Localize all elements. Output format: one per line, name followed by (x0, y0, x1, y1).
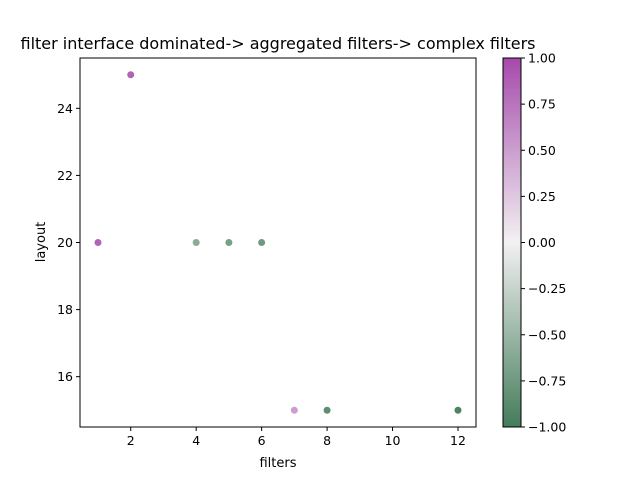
data-point (258, 239, 266, 246)
data-point (454, 406, 462, 414)
colorbar-tick-label: −0.50 (528, 327, 566, 342)
x-tick-label: 8 (323, 433, 331, 448)
x-tick-label: 6 (258, 433, 266, 448)
x-tick-label: 12 (450, 433, 466, 448)
data-point (192, 239, 200, 246)
data-point (127, 71, 135, 79)
y-tick-label: 16 (57, 369, 73, 384)
colorbar: 1.00 0.75 0.50 0.25 0.00 −0.25 −0.50 −0.75 −1.00 (502, 51, 566, 435)
colorbar-tick-label: 0.25 (528, 189, 556, 204)
colorbar-gradient (502, 57, 522, 428)
colorbar-tick-label: −0.75 (528, 373, 566, 388)
chart-title: filter interface dominated-> aggregated … (21, 34, 536, 53)
colorbar-tick-label: 0.50 (528, 143, 556, 158)
y-tick-label: 24 (57, 101, 73, 116)
y-axis-label: layout (34, 222, 49, 263)
y-tick-label: 20 (57, 235, 73, 250)
colorbar-tick-label: 1.00 (528, 51, 556, 66)
data-point (290, 406, 298, 414)
colorbar-tick-label: −1.00 (528, 420, 566, 435)
colorbar-tick-label: 0.75 (528, 97, 556, 112)
plot-frame (79, 57, 477, 428)
data-point (94, 239, 102, 246)
x-axis-label: filters (259, 456, 296, 471)
x-tick-label: 4 (192, 433, 200, 448)
data-point (225, 239, 233, 246)
y-tick-label: 18 (57, 302, 73, 317)
colorbar-tick-label: −0.25 (528, 281, 566, 296)
x-tick-label: 10 (385, 433, 401, 448)
x-tick-label: 2 (127, 433, 135, 448)
data-point (323, 406, 331, 414)
colorbar-tick-label: 0.00 (528, 235, 556, 250)
y-tick-label: 22 (57, 168, 73, 183)
